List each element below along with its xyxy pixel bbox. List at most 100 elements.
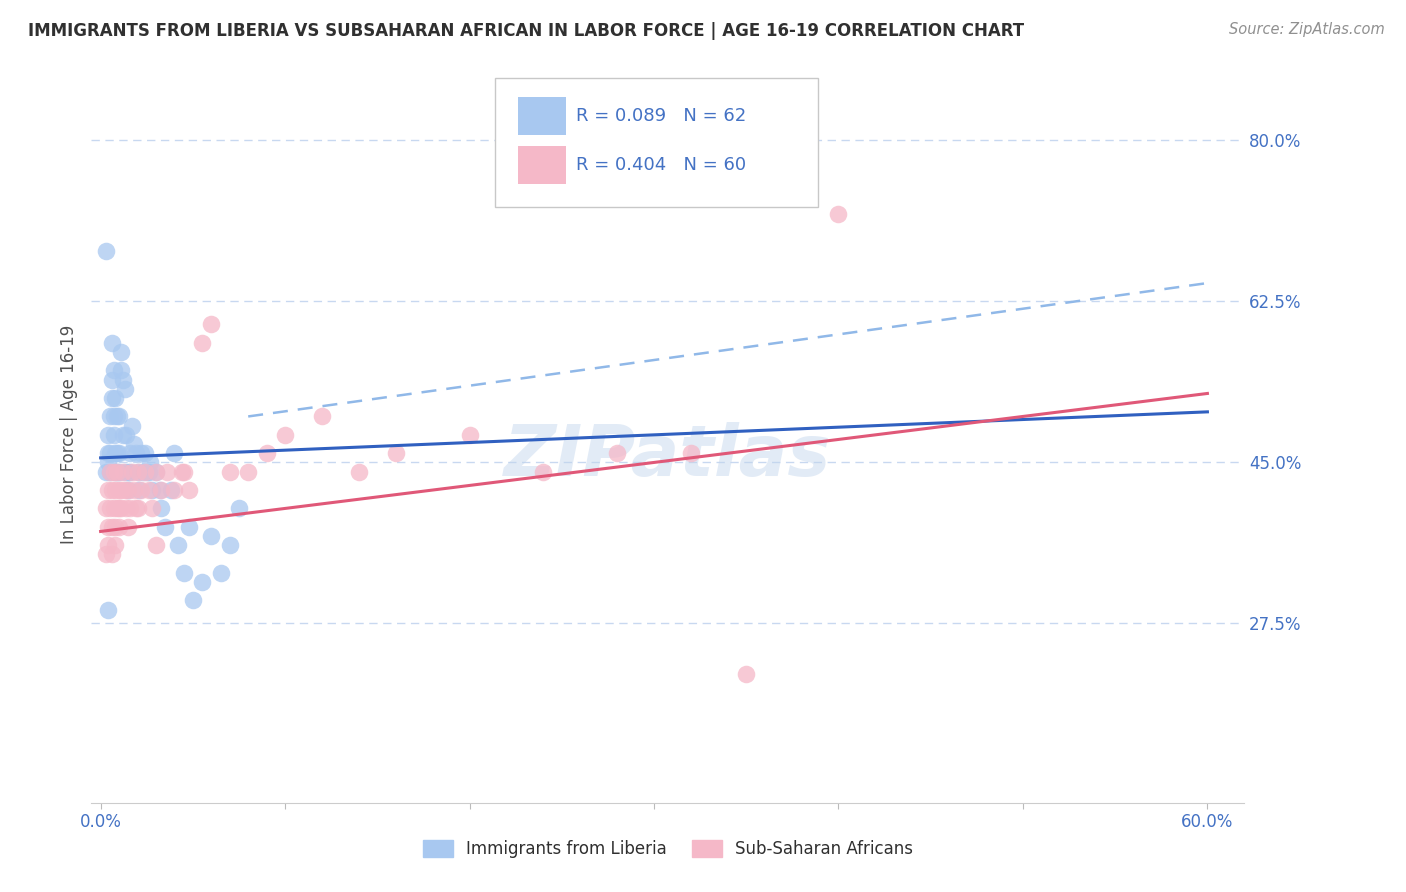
Point	[827, 207, 849, 221]
Point	[105, 501, 128, 516]
Point	[105, 465, 128, 479]
Point	[117, 465, 139, 479]
Point	[228, 501, 250, 516]
Point	[98, 501, 121, 516]
Point	[108, 483, 131, 497]
Point	[110, 501, 132, 516]
Point	[94, 501, 117, 516]
Text: Source: ZipAtlas.com: Source: ZipAtlas.com	[1229, 22, 1385, 37]
Point	[163, 446, 186, 460]
Point	[97, 520, 120, 534]
Point	[110, 483, 132, 497]
Point	[129, 446, 152, 460]
Point	[191, 574, 214, 589]
Text: ZIPatlas: ZIPatlas	[505, 423, 831, 491]
Point	[218, 465, 240, 479]
Point	[200, 318, 222, 332]
Point	[124, 501, 146, 516]
Point	[100, 373, 122, 387]
Point	[170, 465, 193, 479]
Point	[105, 446, 128, 460]
Point	[153, 520, 176, 534]
Point	[108, 501, 131, 516]
Point	[103, 363, 125, 377]
Point	[94, 465, 117, 479]
Point	[114, 382, 136, 396]
Point	[122, 483, 145, 497]
FancyBboxPatch shape	[517, 145, 567, 184]
Point	[167, 538, 190, 552]
Point	[115, 501, 138, 516]
FancyBboxPatch shape	[495, 78, 818, 207]
Point	[115, 428, 138, 442]
Point	[127, 501, 149, 516]
Point	[111, 465, 134, 479]
Point	[114, 465, 136, 479]
Point	[122, 437, 145, 451]
Point	[111, 373, 134, 387]
Point	[104, 446, 127, 460]
Point	[134, 465, 156, 479]
Point	[238, 465, 260, 479]
Point	[104, 538, 127, 552]
Point	[120, 465, 142, 479]
Point	[156, 465, 179, 479]
Point	[104, 391, 127, 405]
Point	[100, 520, 122, 534]
Point	[735, 667, 758, 681]
Point	[458, 428, 481, 442]
Point	[200, 529, 222, 543]
Point	[103, 409, 125, 424]
Point	[110, 345, 132, 359]
Point	[108, 520, 131, 534]
Point	[679, 446, 702, 460]
FancyBboxPatch shape	[517, 97, 567, 136]
Point	[347, 465, 370, 479]
Point	[159, 483, 181, 497]
Point	[97, 446, 120, 460]
Point	[120, 501, 142, 516]
Point	[173, 465, 195, 479]
Point	[103, 501, 125, 516]
Point	[274, 428, 297, 442]
Point	[117, 520, 139, 534]
Point	[98, 446, 121, 460]
Point	[145, 465, 167, 479]
Point	[141, 483, 163, 497]
Point	[104, 520, 127, 534]
Point	[110, 363, 132, 377]
Point	[98, 409, 121, 424]
Point	[191, 335, 214, 350]
Point	[100, 548, 122, 562]
Point	[98, 465, 121, 479]
Point	[145, 538, 167, 552]
Legend: Immigrants from Liberia, Sub-Saharan Africans: Immigrants from Liberia, Sub-Saharan Afr…	[416, 833, 920, 864]
Point	[384, 446, 406, 460]
Point	[94, 548, 117, 562]
Point	[104, 483, 127, 497]
Point	[132, 465, 155, 479]
Point	[108, 409, 131, 424]
Point	[138, 483, 160, 497]
Point	[108, 465, 131, 479]
Point	[120, 446, 142, 460]
Point	[124, 446, 146, 460]
Point	[127, 465, 149, 479]
Text: R = 0.404   N = 60: R = 0.404 N = 60	[575, 156, 745, 174]
Point	[150, 501, 173, 516]
Point	[105, 409, 128, 424]
Point	[218, 538, 240, 552]
Point	[121, 465, 143, 479]
Point	[129, 483, 152, 497]
Point	[209, 566, 232, 580]
Point	[94, 244, 117, 258]
Point	[181, 593, 204, 607]
Point	[97, 428, 120, 442]
Point	[117, 483, 139, 497]
Point	[100, 335, 122, 350]
Point	[97, 538, 120, 552]
Point	[108, 446, 131, 460]
Point	[104, 465, 127, 479]
Text: IMMIGRANTS FROM LIBERIA VS SUBSAHARAN AFRICAN IN LABOR FORCE | AGE 16-19 CORRELA: IMMIGRANTS FROM LIBERIA VS SUBSAHARAN AF…	[28, 22, 1024, 40]
Point	[121, 418, 143, 433]
